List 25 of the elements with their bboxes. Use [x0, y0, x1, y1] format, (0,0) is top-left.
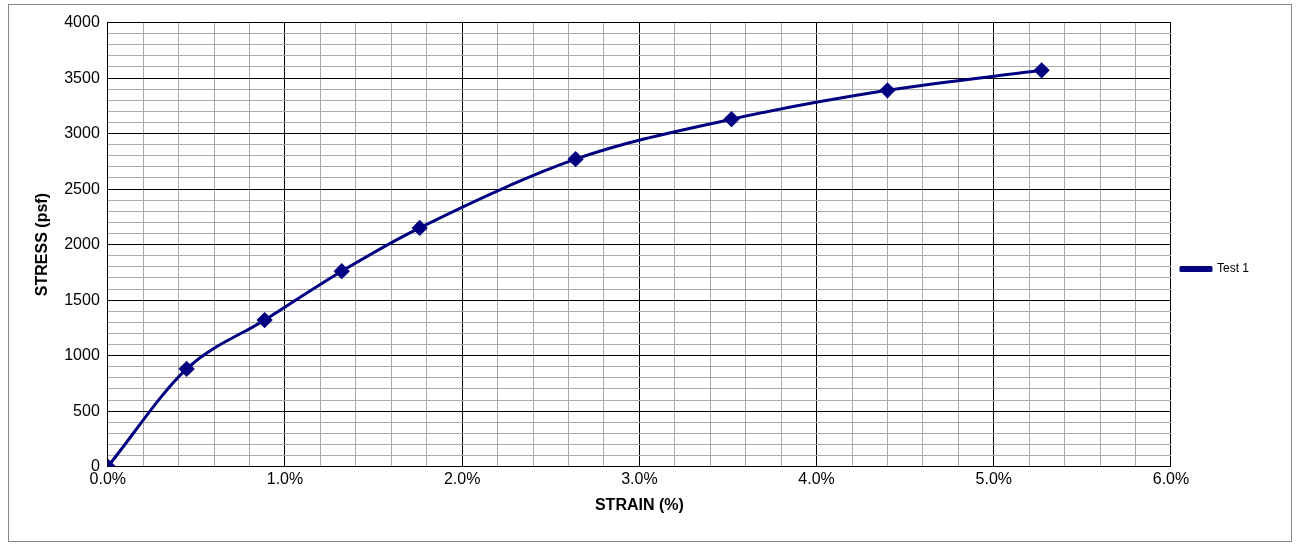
point [1034, 62, 1050, 78]
y-tick-label: 1000 [64, 346, 100, 364]
x-tick-label: 5.0% [975, 469, 1013, 487]
x-tick-label: 3.0% [621, 469, 658, 487]
point [257, 312, 273, 328]
y-tick-label: 500 [73, 401, 100, 419]
x-axis-title: STRAIN (%) [594, 495, 684, 513]
x-tick-label: 1.0% [266, 469, 304, 487]
y-tick-label: 2500 [64, 179, 100, 197]
point [412, 220, 428, 236]
point [724, 111, 740, 127]
x-tick-label: 2.0% [443, 469, 481, 487]
y-tick-label: 2000 [64, 235, 100, 253]
y-tick-label: 3500 [64, 68, 100, 86]
y-axis-title: STRESS (psf) [33, 193, 51, 297]
x-tick-label: 4.0% [798, 469, 835, 487]
legend-label: Test 1 [1216, 261, 1250, 276]
point [334, 263, 350, 279]
point [568, 151, 584, 167]
y-tick-label: 1500 [64, 290, 100, 308]
y-tick-label: 4000 [64, 13, 100, 31]
point [179, 361, 195, 377]
point [879, 82, 895, 98]
y-tick-label: 3000 [64, 124, 100, 142]
x-tick-label: 6.0% [1152, 469, 1190, 487]
